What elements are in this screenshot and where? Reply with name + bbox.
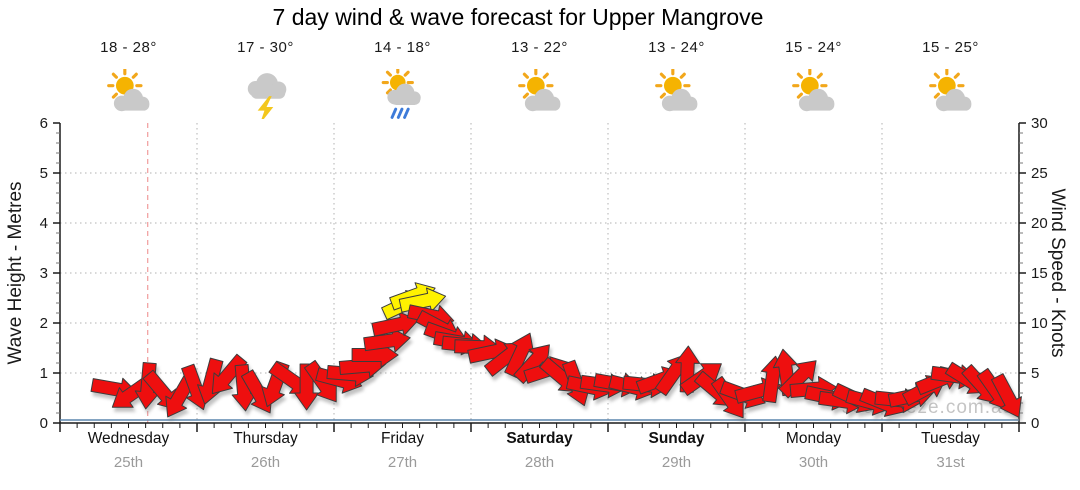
date-label: 25th [113, 454, 144, 471]
weather-icon-sun-showers [378, 66, 428, 119]
left-tick-label: 0 [40, 415, 48, 432]
left-tick-label: 3 [40, 265, 48, 282]
chart-title: 7 day wind & wave forecast for Upper Man… [272, 4, 764, 30]
weather-icon-partly-cloudy [104, 67, 154, 119]
temp-range: 17 - 30° [237, 39, 294, 56]
left-tick-label: 5 [40, 165, 48, 182]
wind-arrow [211, 353, 248, 395]
date-label: 29th [661, 454, 692, 471]
date-label: 26th [250, 454, 281, 471]
temp-range: 13 - 24° [648, 39, 705, 56]
right-axis-title: Wind Speed - Knots [1047, 188, 1068, 358]
temp-range: 15 - 24° [785, 39, 842, 56]
day-label: Saturday [506, 430, 573, 447]
right-tick-label: 0 [1031, 415, 1039, 432]
wind-arrows-series [90, 282, 1022, 419]
temp-range: 18 - 28° [100, 39, 157, 56]
right-tick-label: 25 [1031, 165, 1048, 182]
date-label: 27th [387, 454, 418, 471]
temp-range: 15 - 25° [922, 39, 979, 56]
right-tick-label: 5 [1031, 365, 1039, 382]
temp-range: 13 - 22° [511, 39, 568, 56]
weather-icon-partly-cloudy [652, 67, 702, 119]
left-tick-label: 6 [40, 115, 48, 132]
day-label: Thursday [233, 430, 298, 447]
right-tick-label: 15 [1031, 265, 1048, 282]
weather-icon-partly-cloudy [926, 67, 976, 119]
date-label: 28th [524, 454, 555, 471]
right-tick-label: 10 [1031, 315, 1048, 332]
day-label: Tuesday [921, 430, 980, 447]
temp-range: 14 - 18° [374, 39, 431, 56]
right-tick-label: 30 [1031, 115, 1048, 132]
left-tick-label: 1 [40, 365, 48, 382]
wind-arrow [990, 373, 1022, 418]
left-axis-title: Wave Height - Metres [5, 181, 26, 365]
left-tick-label: 4 [40, 215, 48, 232]
day-label: Monday [785, 430, 842, 447]
right-tick-label: 20 [1031, 215, 1048, 232]
weather-icon-thunderstorm [241, 69, 291, 125]
day-label: Sunday [648, 430, 705, 447]
date-label: 30th [798, 454, 829, 471]
weather-icon-partly-cloudy [515, 67, 565, 119]
date-label: 31st [936, 454, 965, 471]
left-tick-label: 2 [40, 315, 48, 332]
weather-icon-partly-cloudy [789, 67, 839, 119]
day-label: Wednesday [87, 430, 170, 447]
wind-arrow [371, 311, 419, 337]
day-label: Friday [380, 430, 425, 447]
